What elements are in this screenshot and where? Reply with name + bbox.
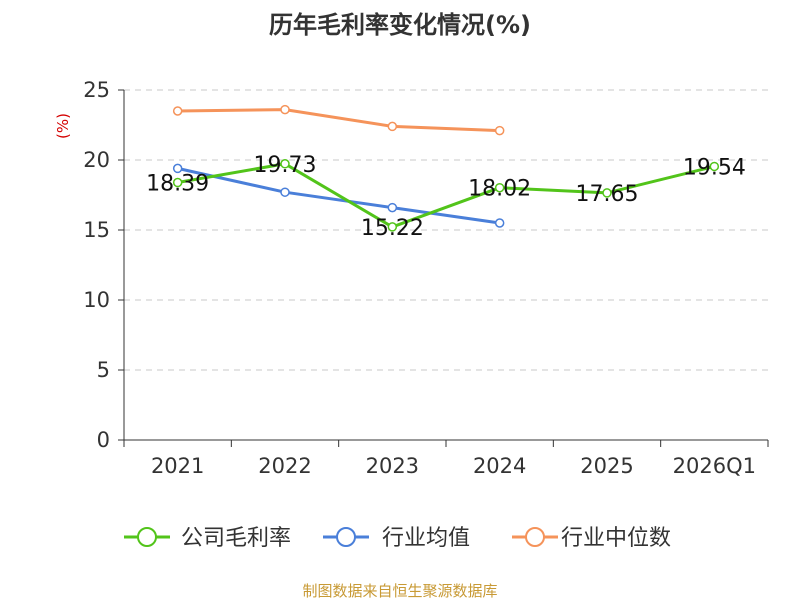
data-point	[280, 159, 290, 169]
data-point	[280, 104, 290, 115]
series-2	[172, 104, 505, 136]
data-label: 19.73	[254, 153, 317, 178]
series-group: 18.39 19.73 15.22 18.02 17.65 19.54	[146, 104, 746, 241]
data-point	[280, 187, 290, 197]
data-point	[494, 218, 505, 228]
legend-item-2: 行业中位数	[512, 526, 671, 551]
legend-label: 行业中位数	[561, 526, 671, 551]
x-tick-label: 2021	[151, 454, 204, 478]
data-point	[494, 182, 505, 193]
data-point	[387, 121, 398, 132]
data-point	[172, 177, 183, 188]
legend-label: 行业均值	[382, 526, 470, 551]
data-point	[709, 161, 720, 172]
data-point	[387, 202, 398, 213]
series-line	[177, 108, 500, 133]
series-1	[172, 163, 505, 228]
data-label: 17.65	[576, 182, 639, 207]
y-tick-label: 10	[83, 288, 110, 312]
series-line	[177, 166, 500, 225]
legend-item-1: 行业均值	[323, 526, 470, 551]
legend-marker	[336, 527, 356, 547]
x-tick-label: 2026Q1	[673, 454, 756, 478]
series-line	[177, 162, 715, 229]
x-tick-label: 2023	[366, 454, 419, 478]
y-tick-label: 5	[97, 358, 110, 382]
legend-marker	[137, 527, 157, 547]
series-0: 18.39 19.73 15.22 18.02 17.65 19.54	[146, 153, 746, 241]
x-tick-label: 2024	[473, 454, 526, 478]
source-note: 制图数据来自恒生聚源数据库	[302, 582, 497, 600]
legend-item-0: 公司毛利率	[124, 526, 291, 551]
legend-label: 公司毛利率	[181, 526, 291, 551]
data-point	[387, 222, 398, 232]
y-tick-label: 15	[83, 218, 110, 242]
data-point	[172, 106, 183, 116]
x-tick-label: 2022	[258, 454, 311, 478]
y-axis-label: (%)	[54, 113, 72, 139]
grid	[124, 89, 768, 371]
data-label: 18.02	[468, 177, 531, 202]
chart-title: 历年毛利率变化情况(%)	[269, 11, 531, 39]
data-label: 15.22	[361, 216, 424, 241]
y-tick-label: 25	[83, 78, 110, 102]
data-label: 19.54	[683, 155, 746, 180]
y-tick-label: 0	[97, 428, 110, 452]
data-point	[602, 188, 612, 198]
data-point	[494, 125, 505, 136]
data-label: 18.39	[146, 172, 209, 197]
y-tick-label: 20	[83, 148, 110, 172]
data-point	[172, 163, 183, 174]
legend-marker	[525, 527, 545, 547]
legend: 公司毛利率 行业均值 行业中位数	[124, 526, 671, 551]
x-tick-label: 2025	[580, 454, 633, 478]
